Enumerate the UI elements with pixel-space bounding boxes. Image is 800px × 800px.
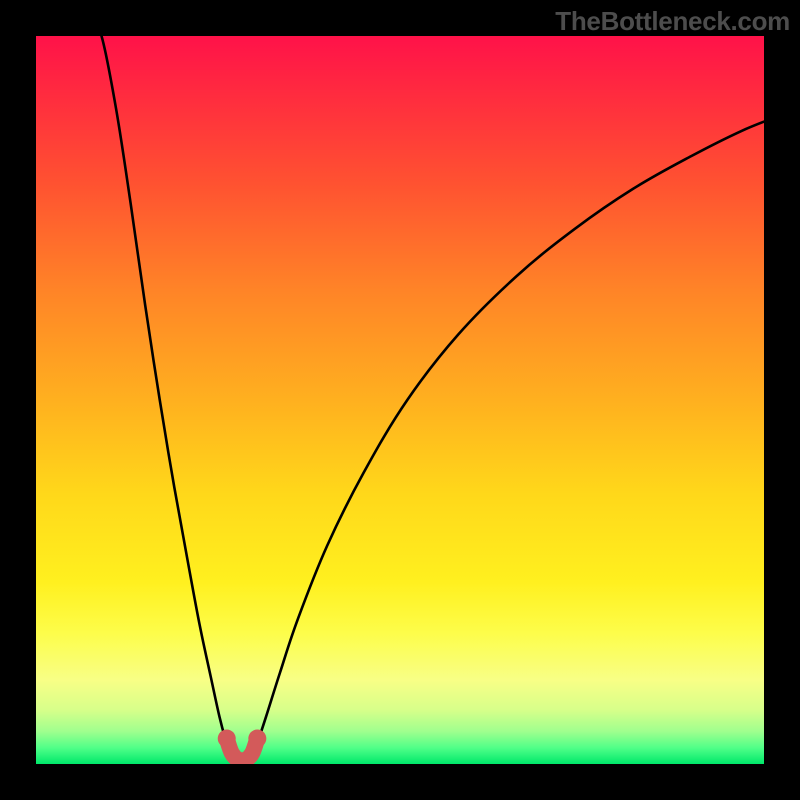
bottleneck-curve [36, 36, 764, 764]
watermark-text: TheBottleneck.com [555, 6, 790, 37]
plot-area [36, 36, 764, 764]
